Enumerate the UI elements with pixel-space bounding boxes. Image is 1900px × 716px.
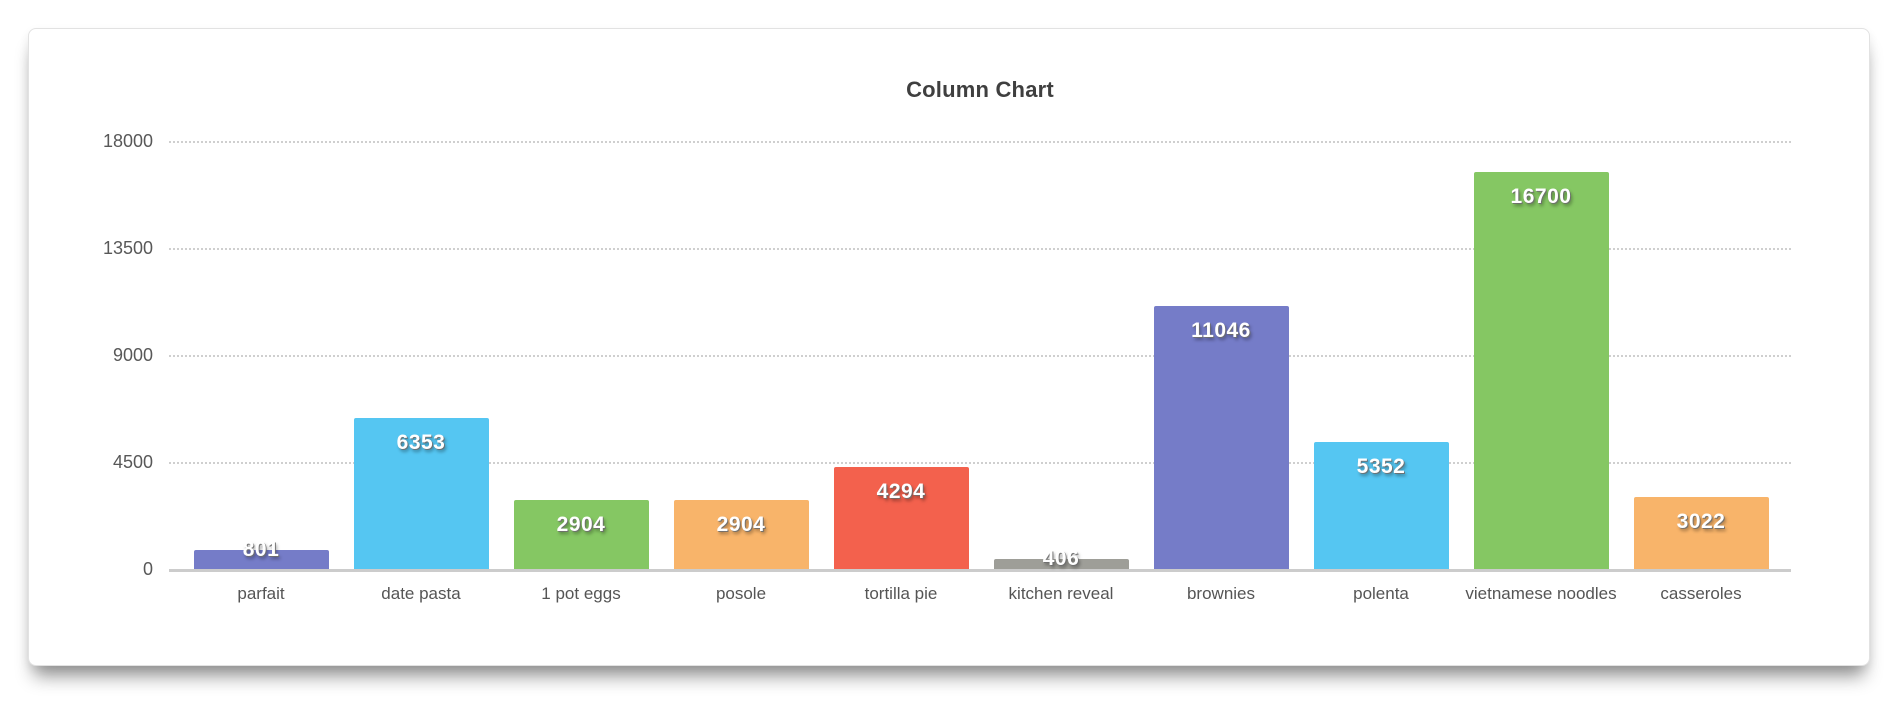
bar-value-label: 406 (1042, 547, 1080, 570)
x-axis-category-label: date pasta (381, 584, 461, 603)
bar-brownies[interactable] (1153, 306, 1289, 569)
x-axis-category-label: posole (715, 584, 767, 603)
bar-value-label: 16700 (1510, 185, 1572, 208)
x-axis-category-label: brownies (1186, 584, 1256, 603)
x-axis-category-label: tortilla pie (864, 584, 938, 603)
bar-value-label: 11046 (1191, 319, 1251, 342)
y-axis-tick-label: 13500 (102, 238, 153, 258)
x-axis-category-label: polenta (1353, 584, 1409, 603)
bar-parfait[interactable] (193, 550, 329, 569)
x-axis-category-label: casseroles (1660, 584, 1742, 603)
bar-value-label: 2904 (716, 513, 766, 536)
plot-area: 0 4500 9000 13500 18000 801 parfait 6353 date pa… (29, 29, 1869, 665)
x-axis-category-label: vietnamese noodles (1465, 584, 1617, 603)
bar-polenta[interactable] (1313, 442, 1449, 569)
bar-tortilla-pie[interactable] (833, 467, 969, 569)
x-axis-category-label: parfait (237, 584, 285, 603)
chart-card: Column Chart 0 4500 9000 13500 18000 801 parfa… (28, 28, 1870, 666)
bar-value-label: 6353 (396, 431, 446, 454)
gridline (169, 248, 1791, 250)
bar-kitchen-reveal[interactable] (993, 559, 1129, 569)
bar-1-pot-eggs[interactable] (513, 500, 649, 569)
y-axis-tick-label: 9000 (112, 345, 153, 365)
bar-value-label: 3022 (1676, 510, 1726, 533)
gridline (169, 141, 1791, 143)
gridline (169, 355, 1791, 357)
bar-casseroles[interactable] (1633, 497, 1769, 569)
y-axis-tick-label: 18000 (102, 131, 153, 151)
bar-posole[interactable] (673, 500, 809, 569)
y-axis-tick-label: 4500 (112, 452, 153, 472)
bar-vietnamese-noodles[interactable] (1473, 172, 1609, 569)
bar-value-label: 801 (242, 538, 280, 561)
x-axis-line (169, 569, 1791, 572)
x-axis-category-label: 1 pot eggs (541, 584, 621, 603)
bar-date-pasta[interactable] (353, 418, 489, 569)
y-axis-tick-label: 0 (142, 559, 153, 579)
bar-value-label: 4294 (876, 480, 926, 503)
x-axis-category-label: kitchen reveal (1008, 584, 1114, 603)
gridline (169, 462, 1791, 464)
chart-title: Column Chart (906, 77, 1054, 102)
bar-value-label: 5352 (1356, 455, 1406, 478)
bar-value-label: 2904 (556, 513, 606, 536)
